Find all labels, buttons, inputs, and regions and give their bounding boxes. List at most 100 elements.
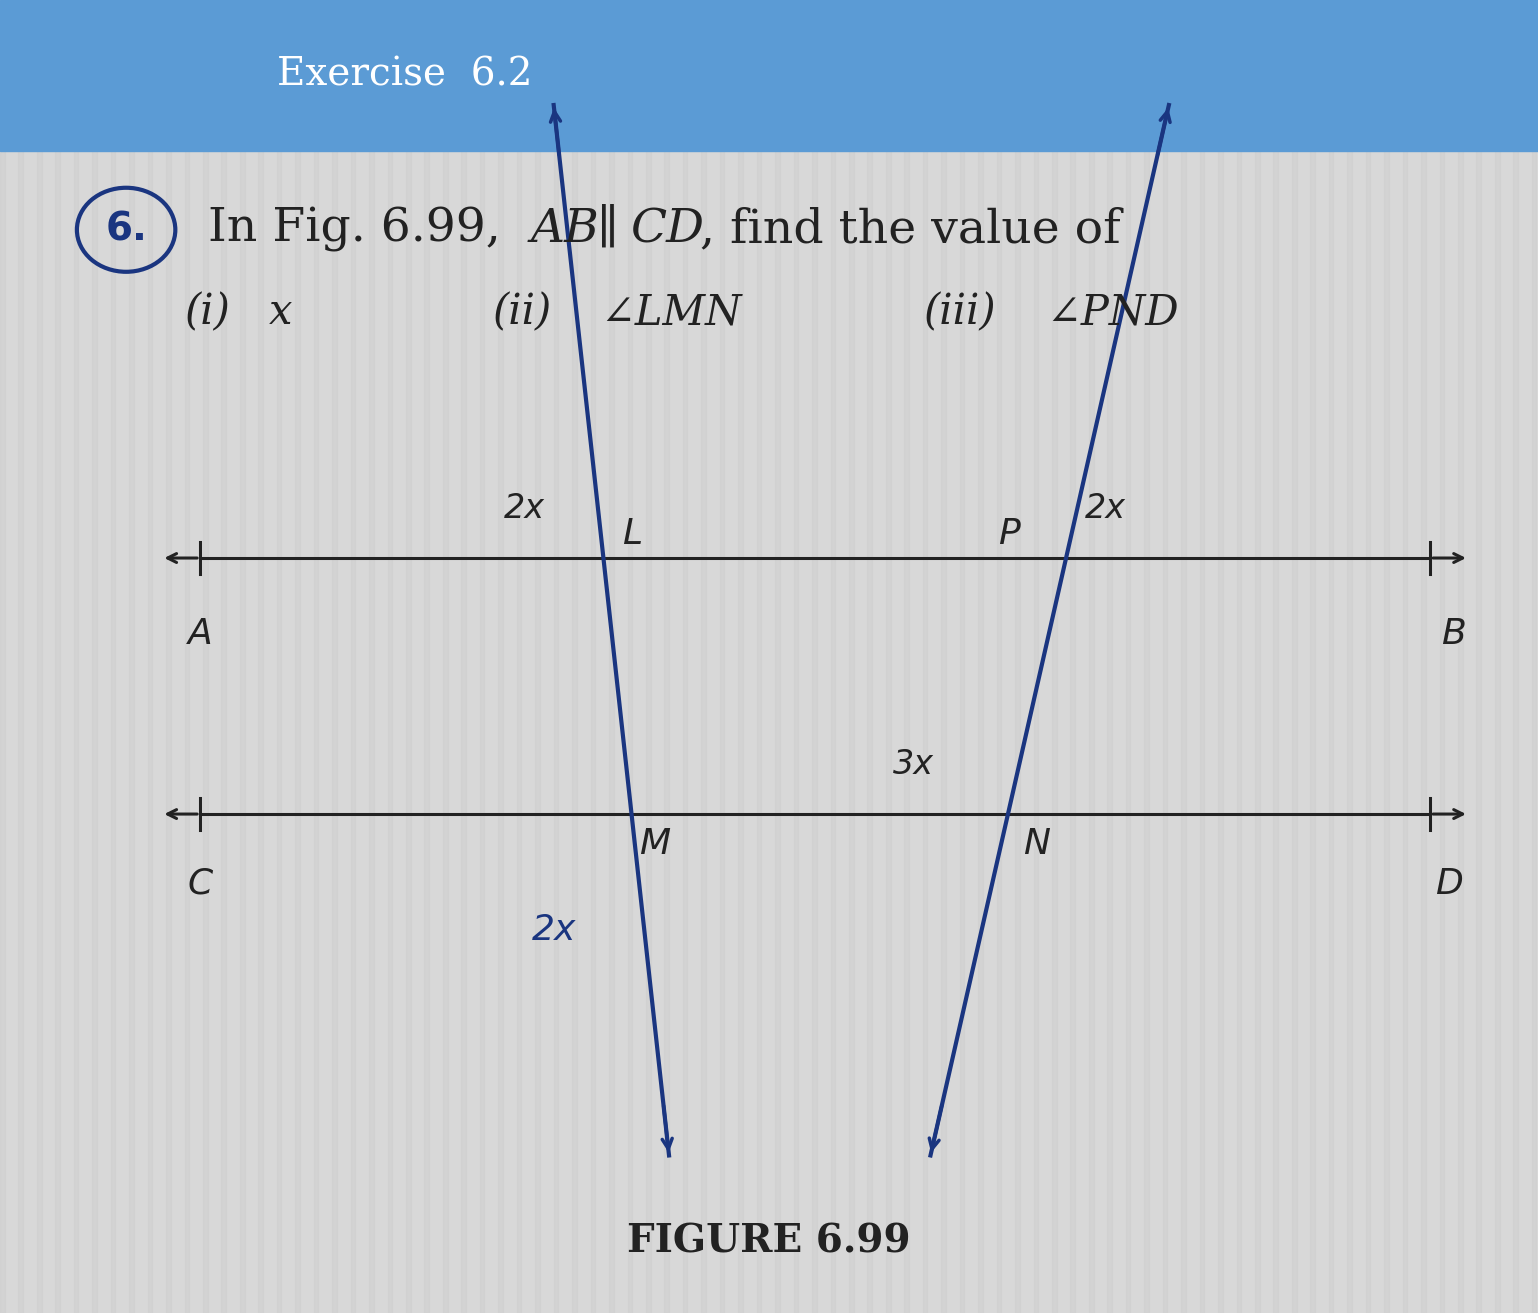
Bar bbox=[738, 0, 743, 1313]
Bar bbox=[591, 0, 595, 1313]
Bar bbox=[332, 0, 337, 1313]
Bar bbox=[664, 0, 669, 1313]
Text: x: x bbox=[269, 291, 292, 334]
Text: 6.: 6. bbox=[105, 211, 148, 248]
Bar bbox=[295, 0, 300, 1313]
Text: , find the value of: , find the value of bbox=[700, 207, 1120, 252]
Bar bbox=[0, 0, 5, 1313]
Bar bbox=[129, 0, 134, 1313]
Text: ∠LMN: ∠LMN bbox=[600, 291, 741, 334]
Text: C: C bbox=[188, 867, 212, 901]
Bar bbox=[0, 0, 1538, 151]
Text: (iii): (iii) bbox=[923, 291, 995, 334]
Bar bbox=[1310, 0, 1315, 1313]
Bar bbox=[1495, 0, 1500, 1313]
Bar bbox=[92, 0, 97, 1313]
Bar bbox=[812, 0, 817, 1313]
Bar bbox=[1421, 0, 1426, 1313]
Bar bbox=[960, 0, 964, 1313]
Bar bbox=[388, 0, 392, 1313]
Bar bbox=[221, 0, 226, 1313]
Bar bbox=[1366, 0, 1370, 1313]
Bar bbox=[203, 0, 208, 1313]
Text: B: B bbox=[1441, 617, 1466, 651]
Text: M: M bbox=[640, 827, 671, 861]
Text: 2x: 2x bbox=[503, 492, 544, 525]
Text: N: N bbox=[1023, 827, 1050, 861]
Bar bbox=[406, 0, 411, 1313]
Bar bbox=[775, 0, 780, 1313]
Bar bbox=[1089, 0, 1094, 1313]
Bar bbox=[886, 0, 891, 1313]
Bar bbox=[646, 0, 651, 1313]
Bar bbox=[535, 0, 540, 1313]
Bar bbox=[720, 0, 724, 1313]
Text: FIGURE 6.99: FIGURE 6.99 bbox=[628, 1222, 910, 1260]
Bar bbox=[831, 0, 835, 1313]
Bar bbox=[277, 0, 281, 1313]
Bar bbox=[628, 0, 632, 1313]
Text: 2x: 2x bbox=[1084, 492, 1126, 525]
Bar bbox=[1052, 0, 1057, 1313]
Bar bbox=[1181, 0, 1186, 1313]
Text: A: A bbox=[188, 617, 212, 651]
Bar bbox=[1532, 0, 1536, 1313]
Text: AB: AB bbox=[531, 207, 600, 252]
Text: (ii): (ii) bbox=[492, 291, 552, 334]
Text: P: P bbox=[998, 517, 1020, 551]
Bar bbox=[240, 0, 245, 1313]
Bar bbox=[1237, 0, 1241, 1313]
Bar bbox=[683, 0, 687, 1313]
Bar bbox=[1513, 0, 1518, 1313]
Bar bbox=[166, 0, 171, 1313]
Bar bbox=[258, 0, 263, 1313]
Text: Exercise  6.2: Exercise 6.2 bbox=[277, 56, 532, 93]
Bar bbox=[1476, 0, 1481, 1313]
Text: 3x: 3x bbox=[892, 748, 934, 781]
Bar bbox=[424, 0, 429, 1313]
Bar bbox=[443, 0, 448, 1313]
Text: ∥: ∥ bbox=[597, 207, 618, 252]
Bar bbox=[37, 0, 42, 1313]
Bar bbox=[554, 0, 558, 1313]
Bar bbox=[480, 0, 484, 1313]
Bar bbox=[1255, 0, 1260, 1313]
Text: (i): (i) bbox=[185, 291, 231, 334]
Bar bbox=[1403, 0, 1407, 1313]
Text: L: L bbox=[621, 517, 641, 551]
Bar bbox=[572, 0, 577, 1313]
Bar bbox=[1200, 0, 1204, 1313]
Bar bbox=[111, 0, 115, 1313]
Bar bbox=[757, 0, 761, 1313]
Bar bbox=[1292, 0, 1297, 1313]
Bar bbox=[1440, 0, 1444, 1313]
Bar bbox=[701, 0, 706, 1313]
Bar bbox=[923, 0, 927, 1313]
Bar bbox=[1384, 0, 1389, 1313]
Text: 2x: 2x bbox=[532, 913, 575, 947]
Bar bbox=[904, 0, 909, 1313]
Bar bbox=[1107, 0, 1112, 1313]
Bar bbox=[997, 0, 1001, 1313]
Bar bbox=[369, 0, 374, 1313]
Text: In Fig. 6.99,: In Fig. 6.99, bbox=[208, 207, 515, 252]
Bar bbox=[609, 0, 614, 1313]
Bar bbox=[314, 0, 318, 1313]
Bar bbox=[1218, 0, 1223, 1313]
Bar bbox=[55, 0, 60, 1313]
Bar bbox=[517, 0, 521, 1313]
Bar bbox=[1163, 0, 1167, 1313]
Bar bbox=[978, 0, 983, 1313]
Bar bbox=[1070, 0, 1075, 1313]
Bar bbox=[1015, 0, 1020, 1313]
Bar bbox=[1347, 0, 1352, 1313]
Text: D: D bbox=[1435, 867, 1463, 901]
Bar bbox=[1126, 0, 1130, 1313]
Bar bbox=[1144, 0, 1149, 1313]
Bar bbox=[1034, 0, 1038, 1313]
Bar bbox=[849, 0, 854, 1313]
Text: ∠PND: ∠PND bbox=[1046, 291, 1178, 334]
Bar bbox=[1458, 0, 1463, 1313]
Bar bbox=[461, 0, 466, 1313]
Bar bbox=[351, 0, 355, 1313]
